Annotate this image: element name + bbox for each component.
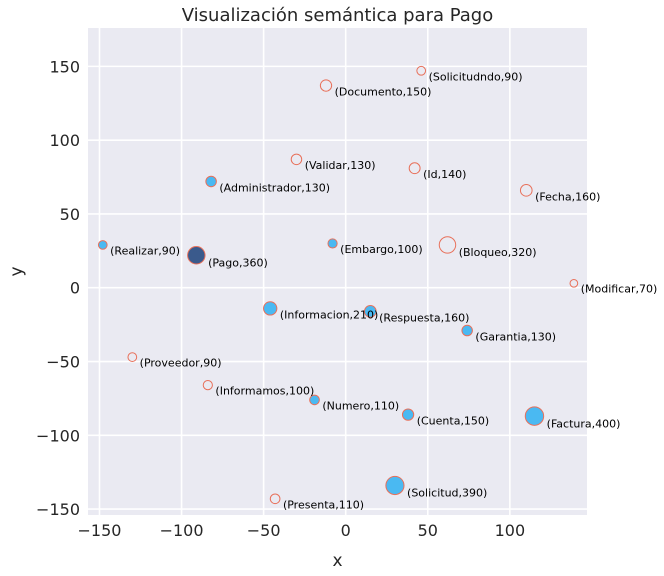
data-point-label: (Cuenta,150) (417, 415, 490, 428)
data-point-label: (Garantia,130) (475, 330, 556, 343)
y-tick-label: −150 (36, 500, 80, 519)
data-point-label: (Validar,130) (305, 159, 376, 172)
data-point (408, 162, 421, 175)
data-point-label: (Solicitud,390) (407, 487, 487, 500)
data-point-label: (Factura,400) (547, 417, 621, 430)
data-point-label: (Presenta,110) (283, 498, 364, 511)
data-point-label: (Bloqueo,320) (459, 246, 537, 259)
data-point (319, 79, 333, 92)
data-point-label: (Id,140) (423, 168, 466, 181)
y-axis-label: y (7, 266, 27, 276)
y-tick-label: −50 (46, 353, 80, 372)
data-point (524, 406, 545, 426)
x-tick-label: 0 (341, 521, 351, 540)
y-axis-ticks: −150 −100 −50 0 50 100 150 (36, 57, 80, 519)
data-point-label: (Numero,110) (322, 400, 399, 413)
data-point (461, 324, 473, 337)
plot-area (88, 28, 587, 515)
data-point (519, 184, 533, 197)
x-tick-label: −150 (78, 521, 122, 540)
y-tick-label: −100 (36, 426, 80, 445)
data-point (438, 236, 457, 254)
x-tick-label: 50 (418, 521, 438, 540)
data-point (385, 475, 405, 496)
data-point (205, 175, 217, 188)
x-axis-label: x (332, 551, 342, 571)
data-point (569, 278, 579, 288)
data-point-label: (Embargo,100) (340, 243, 423, 256)
grid-lines (88, 28, 587, 515)
data-point (187, 246, 206, 265)
data-point (202, 380, 213, 391)
data-point-label: (Informacion,210) (280, 309, 378, 322)
data-point-label: (Pago,360) (208, 256, 268, 269)
data-point (327, 238, 338, 249)
data-point (97, 240, 108, 250)
data-point (309, 394, 320, 406)
data-point-label: (Respuesta,160) (379, 311, 469, 324)
data-point-label: (Informamos,100) (215, 385, 314, 398)
x-axis-ticks: −150 −100 −50 0 50 100 (78, 521, 526, 540)
data-point-label: (Administrador,130) (219, 181, 330, 194)
data-point-label: (Solicitudndo,90) (429, 70, 523, 83)
x-tick-label: 100 (495, 521, 526, 540)
chart-title: Visualización semántica para Pago (182, 5, 494, 26)
data-point-label: (Documento,150) (335, 86, 432, 99)
data-point (401, 408, 415, 421)
data-point-label: (Modificar,70) (581, 283, 658, 296)
x-tick-label: −50 (247, 521, 281, 540)
data-point-label: (Realizar,90) (110, 244, 180, 257)
data-point (416, 65, 427, 76)
data-labels: (Pago,360) (Solicitudndo,90) (Documento,15… (110, 70, 657, 511)
data-points (97, 65, 579, 505)
y-tick-label: 50 (60, 205, 80, 224)
data-point (127, 352, 138, 362)
data-point (269, 493, 281, 505)
data-point (364, 305, 377, 318)
x-tick-label: −100 (160, 521, 204, 540)
data-point-label: (Fecha,160) (535, 190, 600, 203)
y-tick-label: 100 (49, 131, 80, 150)
data-point-label: (Proveedor,90) (140, 357, 222, 370)
y-tick-label: 0 (70, 279, 80, 298)
y-tick-label: 150 (49, 57, 80, 76)
data-point (263, 301, 278, 316)
data-point (290, 153, 303, 166)
